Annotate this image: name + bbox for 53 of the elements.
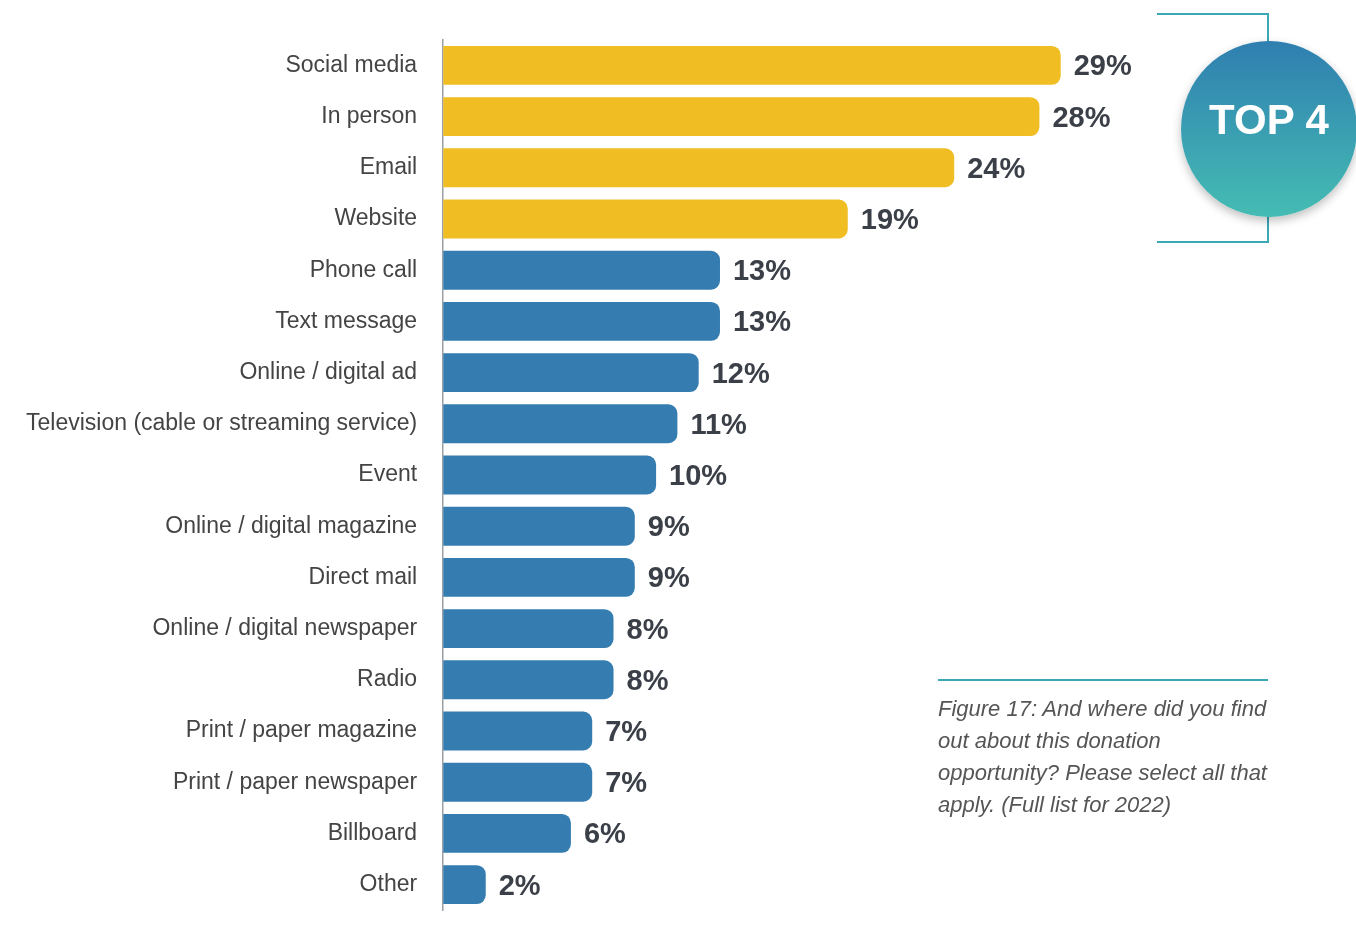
y-tick-label: Email (359, 153, 418, 180)
y-tick-label: Event (358, 460, 418, 487)
bar (443, 199, 848, 239)
data-label: 19% (860, 203, 920, 235)
data-label: 13% (732, 305, 792, 338)
data-label: 9% (647, 561, 690, 594)
data-label: 8% (626, 663, 669, 696)
y-tick-label: In person (321, 101, 418, 128)
text: TOP 4 (1208, 96, 1330, 144)
data-label: 6% (583, 817, 627, 850)
data-label: 10% (669, 459, 728, 491)
bar (443, 660, 614, 700)
y-tick-label: Direct mail (308, 562, 418, 589)
annotation: Figure 17: And where did you find out about this donation opportunity? Please select all that apply. (Full list for 2022) (938, 695, 1268, 819)
y-tick-label: Billboard (327, 818, 418, 845)
bar (443, 97, 1040, 137)
bar (443, 557, 635, 597)
data-label: 24% (967, 151, 1026, 184)
bar (443, 506, 635, 546)
bar (443, 455, 657, 495)
bar (443, 711, 593, 751)
bar (443, 813, 571, 853)
data-label: 9% (647, 510, 690, 543)
bar (443, 301, 720, 341)
bar (443, 865, 486, 905)
data-label: 29% (1073, 49, 1132, 82)
bar (443, 609, 614, 649)
y-tick-label: Television (cable or streaming service) (25, 409, 418, 436)
y-tick-label: Website (334, 204, 418, 231)
data-label: 28% (1052, 100, 1111, 133)
y-tick-label: Online / digital magazine (165, 511, 418, 538)
y-tick-label: Text message (275, 306, 418, 333)
y-tick-label: Social media (285, 50, 418, 77)
y-tick-label: Online / digital ad (239, 357, 418, 384)
y-tick-label: Print / paper magazine (185, 716, 418, 743)
y-tick-label: Phone call (309, 255, 418, 282)
y-tick-label: Print / paper newspaper (172, 767, 418, 794)
y-tick-label: Radio (357, 665, 418, 692)
data-label: 7% (605, 766, 648, 799)
y-tick-label: Other (359, 869, 418, 896)
bar (443, 250, 720, 290)
data-label: 8% (626, 612, 669, 645)
bar (443, 45, 1061, 85)
data-label: 2% (498, 868, 541, 901)
data-label: 12% (711, 356, 770, 389)
data-label: 13% (732, 254, 792, 287)
bar (443, 148, 955, 188)
data-label: 11% (690, 407, 748, 440)
data-label: 7% (605, 715, 648, 747)
bar (443, 353, 699, 393)
bar (443, 762, 593, 802)
y-tick-label: Online / digital newspaper (152, 613, 418, 640)
bar (443, 404, 678, 444)
